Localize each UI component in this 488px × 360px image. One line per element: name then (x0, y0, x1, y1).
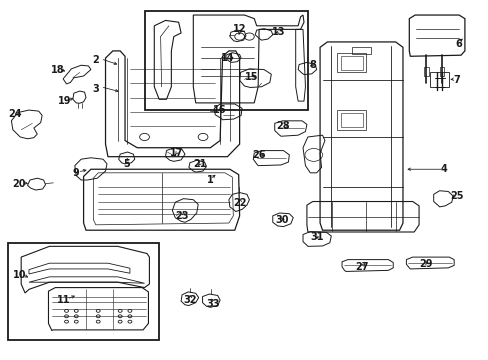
Text: 32: 32 (183, 295, 196, 305)
Text: 12: 12 (232, 24, 246, 35)
Text: 25: 25 (449, 191, 463, 201)
Bar (336, 53, 366, 72)
Text: 23: 23 (175, 211, 188, 221)
Text: 15: 15 (244, 72, 258, 82)
Text: 30: 30 (275, 215, 289, 225)
Text: 18: 18 (51, 64, 65, 75)
Text: 19: 19 (58, 96, 72, 106)
Text: 2: 2 (92, 55, 99, 65)
Bar (423, 67, 428, 76)
Text: 22: 22 (232, 198, 246, 208)
Bar (8, 243, 159, 339)
Text: 17: 17 (169, 148, 183, 158)
Text: 29: 29 (418, 259, 432, 269)
Text: 5: 5 (123, 159, 130, 169)
Text: 21: 21 (192, 159, 206, 169)
Text: 31: 31 (309, 232, 323, 242)
Text: 9: 9 (73, 168, 80, 178)
Text: 6: 6 (455, 39, 462, 49)
Text: 33: 33 (205, 299, 219, 309)
Text: 16: 16 (213, 105, 226, 115)
Bar (340, 56, 362, 69)
Bar (340, 113, 362, 127)
Text: 24: 24 (9, 109, 22, 119)
Bar (429, 72, 448, 87)
Text: 10: 10 (13, 270, 26, 280)
Text: 1: 1 (206, 175, 213, 185)
Text: 14: 14 (220, 53, 234, 63)
Bar (351, 47, 370, 54)
Text: 3: 3 (92, 84, 99, 94)
Text: 4: 4 (440, 164, 447, 174)
Text: 11: 11 (57, 295, 71, 305)
Text: 28: 28 (276, 121, 290, 131)
Text: 20: 20 (13, 179, 26, 189)
Bar (144, 12, 307, 110)
Text: 27: 27 (354, 262, 367, 272)
Bar (336, 110, 366, 130)
Bar (439, 67, 444, 76)
Text: 8: 8 (309, 60, 316, 70)
Text: 13: 13 (271, 27, 285, 37)
Text: 26: 26 (252, 150, 265, 160)
Text: 7: 7 (452, 75, 459, 85)
